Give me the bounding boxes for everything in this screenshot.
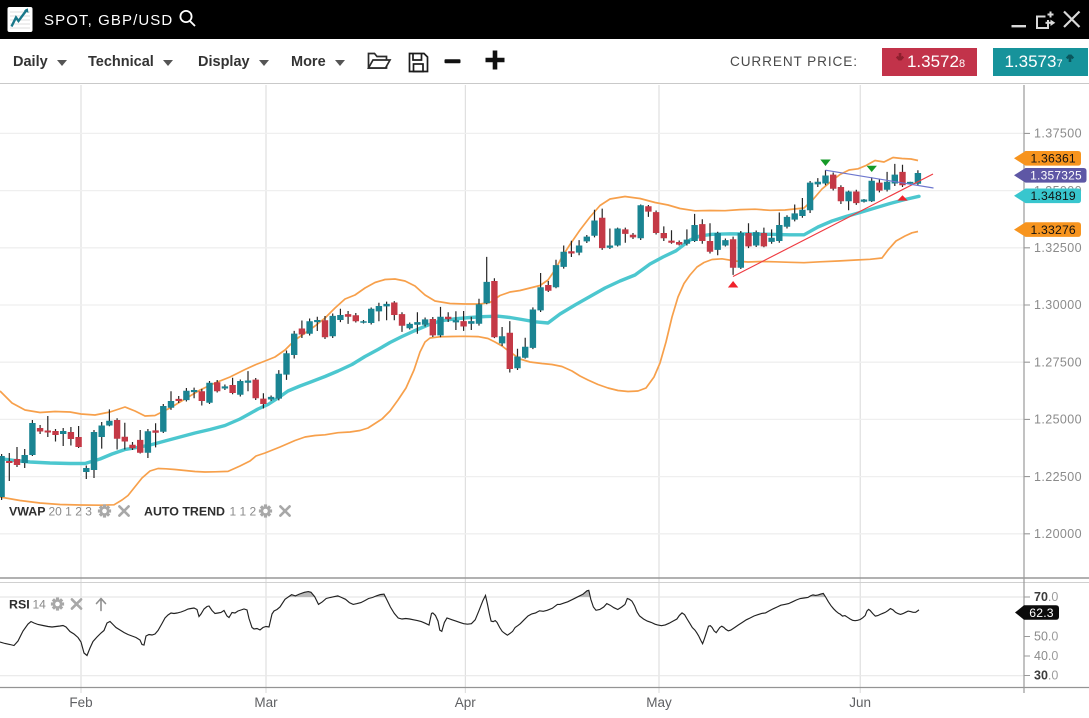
svg-text:62.3: 62.3 (1029, 606, 1054, 620)
svg-text:VWAP: VWAP (9, 505, 46, 519)
svg-text:Apr: Apr (455, 695, 477, 710)
svg-text:1.36361: 1.36361 (1030, 152, 1075, 166)
svg-text:RSI: RSI (9, 598, 30, 612)
svg-text:14: 14 (33, 598, 47, 612)
svg-text:30.0: 30.0 (1034, 669, 1058, 683)
svg-text:70.0: 70.0 (1034, 590, 1058, 604)
svg-text:May: May (646, 695, 672, 710)
svg-text:1.27500: 1.27500 (1034, 355, 1082, 369)
svg-text:20 1 2 3: 20 1 2 3 (49, 505, 93, 519)
svg-text:Feb: Feb (69, 695, 92, 710)
svg-text:AUTO TREND: AUTO TREND (144, 505, 225, 519)
svg-text:1.37500: 1.37500 (1034, 127, 1082, 141)
svg-text:1.357325: 1.357325 (1030, 169, 1082, 183)
svg-text:1 1 2: 1 1 2 (230, 505, 257, 519)
svg-text:50.0: 50.0 (1034, 630, 1058, 644)
svg-text:1.25000: 1.25000 (1034, 413, 1082, 427)
svg-text:1.32500: 1.32500 (1034, 241, 1082, 255)
svg-text:40.0: 40.0 (1034, 649, 1058, 663)
svg-text:Mar: Mar (254, 695, 278, 710)
svg-text:1.33276: 1.33276 (1030, 223, 1075, 237)
svg-text:1.34819: 1.34819 (1030, 189, 1075, 203)
svg-text:1.22500: 1.22500 (1034, 470, 1082, 484)
svg-text:1.20000: 1.20000 (1034, 527, 1082, 541)
svg-text:Jun: Jun (849, 695, 871, 710)
svg-text:1.30000: 1.30000 (1034, 298, 1082, 312)
